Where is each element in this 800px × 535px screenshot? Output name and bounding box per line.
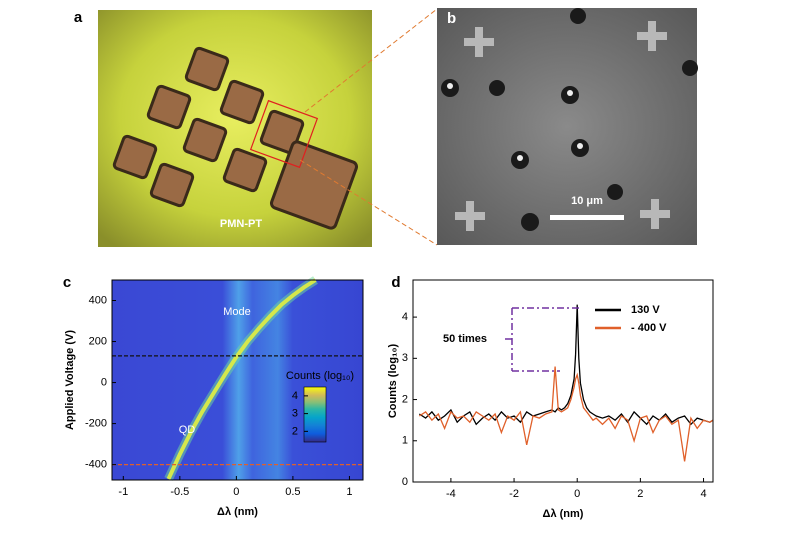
x-tick-label: -2 [509, 488, 519, 500]
x-tick-label: 4 [700, 488, 706, 500]
x-axis-label: Δλ (nm) [217, 506, 258, 518]
x-tick-label: -1 [118, 486, 128, 498]
y-tick-label: 1 [402, 435, 408, 447]
panel-label: c [63, 274, 71, 291]
x-tick-label: 0 [574, 488, 580, 500]
zoom-line [304, 8, 438, 113]
x-tick-label: 0.5 [285, 486, 300, 498]
colorbar [303, 386, 327, 443]
y-axis-label: Applied Voltage (V) [64, 330, 76, 430]
y-tick-label: 200 [89, 335, 107, 347]
micrograph-b: 10 μm b [437, 8, 698, 245]
x-tick-label: 0 [233, 486, 239, 498]
plot-background [413, 280, 713, 482]
annotation: QD [179, 424, 196, 436]
panel-label: d [391, 274, 400, 291]
plot-frame [111, 279, 364, 481]
qd-line [166, 278, 317, 480]
x-tick-label: 2 [637, 488, 643, 500]
x-tick-label: 1 [346, 486, 352, 498]
y-tick-label: 0 [101, 376, 107, 388]
material-label: PMN-PT [220, 218, 262, 230]
colorbar-label: Counts (log₁₀) [286, 370, 354, 382]
y-tick-label: 0 [402, 476, 408, 488]
colorbar-tick-label: 2 [292, 425, 298, 437]
colorbar-tick-label: 3 [292, 408, 298, 420]
spectrum-line [418, 366, 713, 462]
panel-label: b [447, 10, 456, 27]
y-tick-label: 4 [402, 311, 408, 323]
heatmap-background [112, 280, 363, 480]
spectrum-line [418, 304, 713, 426]
x-axis-label: Δλ (nm) [543, 508, 584, 520]
x-tick-label: -0.5 [170, 486, 189, 498]
colorbar-tick-label: 4 [292, 390, 298, 402]
ratio-bracket [503, 307, 581, 372]
y-tick-label: 400 [89, 294, 107, 306]
annotation: 50 times [443, 333, 487, 345]
y-tick-label: 2 [402, 393, 408, 405]
legend-label: 130 V [631, 304, 660, 316]
micrograph-a: a PMN-PT [74, 9, 372, 247]
annotation: Mode [223, 306, 251, 318]
y-axis-label: Counts (log₁₀) [387, 344, 399, 419]
panel-label: a [74, 9, 83, 26]
x-tick-label: -4 [446, 488, 456, 500]
y-tick-label: -200 [85, 417, 107, 429]
scale-bar-label: 10 μm [571, 195, 603, 207]
y-tick-label: -400 [85, 459, 107, 471]
plot-frame [412, 279, 714, 483]
zoom-line [299, 159, 438, 246]
y-tick-label: 3 [402, 352, 408, 364]
legend-label: - 400 V [631, 322, 667, 334]
